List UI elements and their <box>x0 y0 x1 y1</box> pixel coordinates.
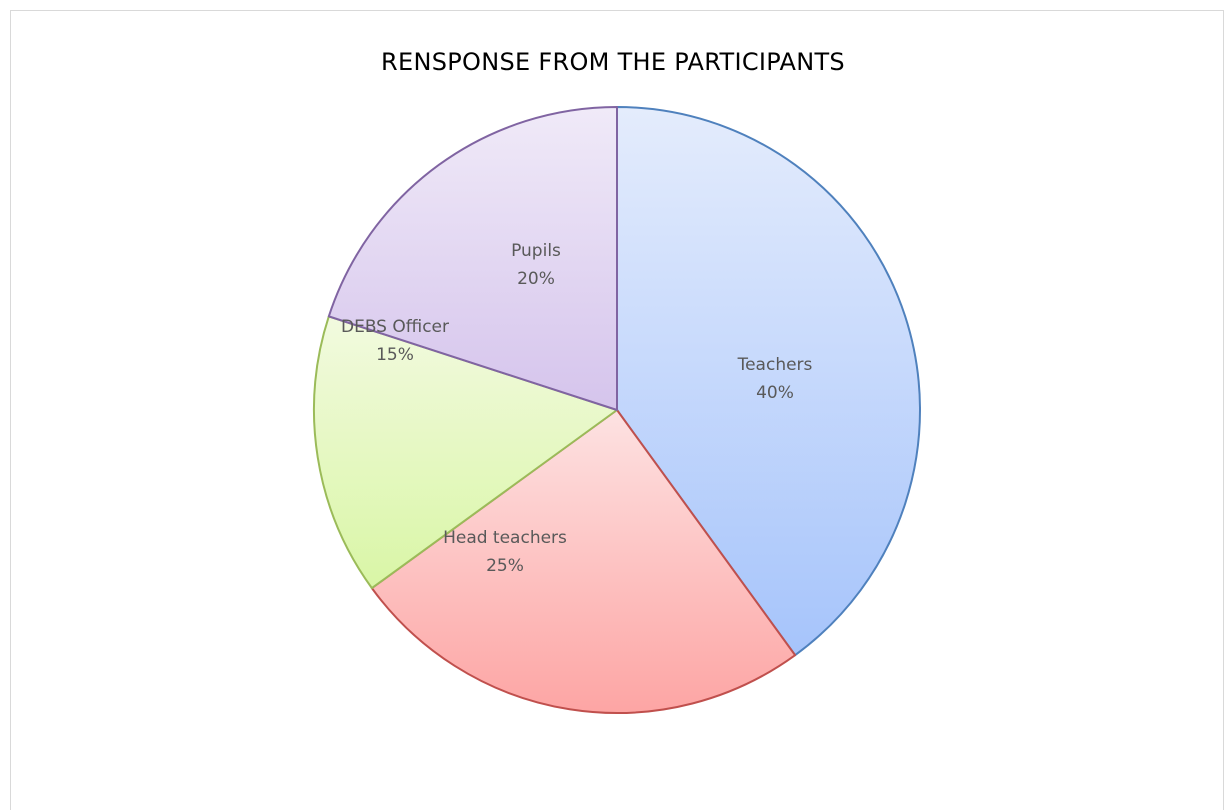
pie-labels: Teachers 40% Head teachers 25% DEBS Officer 1… <box>341 241 813 576</box>
pie-slice-debs-officer <box>313 315 618 590</box>
pie-slice-head-teachers <box>370 409 797 714</box>
pie-slice-pupils <box>327 106 618 411</box>
slice-label-value: 20% <box>517 269 555 289</box>
slice-label-value: 40% <box>756 383 794 403</box>
slice-label-name: Pupils <box>511 241 561 261</box>
slice-label-name: Teachers <box>737 355 813 375</box>
chart-title: RENSPONSE FROM THE PARTICIPANTS <box>381 48 845 76</box>
slice-label-value: 25% <box>486 556 524 576</box>
slice-label-name: Head teachers <box>443 528 567 548</box>
pie-slice-teachers <box>616 106 921 657</box>
slice-label-name: DEBS Officer <box>341 317 449 337</box>
slice-label-value: 15% <box>376 345 414 365</box>
pie-slices <box>313 106 921 714</box>
